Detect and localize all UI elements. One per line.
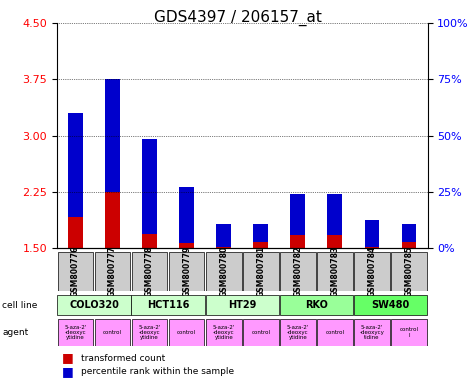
Bar [327,194,342,235]
FancyBboxPatch shape [317,252,352,291]
FancyBboxPatch shape [354,319,390,346]
Text: GSM800779: GSM800779 [182,246,191,297]
FancyBboxPatch shape [169,252,204,291]
FancyBboxPatch shape [132,319,167,346]
Text: control
l: control l [399,327,418,338]
Text: transformed count: transformed count [81,354,165,362]
FancyBboxPatch shape [391,319,427,346]
Text: GSM800782: GSM800782 [294,246,302,297]
FancyBboxPatch shape [280,252,315,291]
Bar [327,235,342,248]
Bar [105,192,120,248]
Text: RKO: RKO [305,300,328,310]
Text: control: control [325,330,344,335]
FancyBboxPatch shape [132,295,205,315]
Text: GSM800777: GSM800777 [108,246,117,297]
Bar [142,139,157,234]
FancyBboxPatch shape [58,252,93,291]
FancyBboxPatch shape [280,295,353,315]
Text: GSM800785: GSM800785 [405,246,413,297]
Text: 5-aza-2'
-deoxyc
ytidine: 5-aza-2' -deoxyc ytidine [64,324,87,341]
Text: HCT116: HCT116 [147,300,190,310]
FancyBboxPatch shape [95,319,130,346]
FancyBboxPatch shape [57,295,131,315]
Text: ■: ■ [62,365,74,378]
Text: control: control [251,330,270,335]
Text: GSM800776: GSM800776 [71,246,80,297]
Text: GSM800783: GSM800783 [331,246,339,297]
FancyBboxPatch shape [243,252,278,291]
FancyBboxPatch shape [354,252,390,291]
Text: 5-aza-2'
-deoxyc
ytidine: 5-aza-2' -deoxyc ytidine [212,324,235,341]
Bar [253,242,268,248]
FancyBboxPatch shape [206,252,241,291]
Text: control: control [103,330,122,335]
Text: 5-aza-2'
-deoxyc
ytidine: 5-aza-2' -deoxyc ytidine [286,324,309,341]
Bar [253,224,268,242]
Text: GSM800784: GSM800784 [368,246,376,297]
Bar [179,243,194,248]
Bar [216,247,231,248]
Bar [401,242,417,248]
Bar [105,79,120,192]
Text: SW480: SW480 [371,300,409,310]
Text: 5-aza-2'
-deoxycy
tidine: 5-aza-2' -deoxycy tidine [360,324,384,341]
Bar [68,217,83,248]
Text: 5-aza-2'
-deoxyc
ytidine: 5-aza-2' -deoxyc ytidine [138,324,161,341]
FancyBboxPatch shape [317,319,352,346]
Bar [142,234,157,248]
FancyBboxPatch shape [206,295,279,315]
Text: GDS4397 / 206157_at: GDS4397 / 206157_at [153,10,322,26]
Text: ■: ■ [62,351,74,364]
FancyBboxPatch shape [206,319,241,346]
Bar [401,224,417,242]
Bar [364,247,380,248]
FancyBboxPatch shape [243,319,278,346]
Text: cell line: cell line [2,301,38,310]
FancyBboxPatch shape [95,252,130,291]
FancyBboxPatch shape [132,252,167,291]
Bar [290,235,305,248]
Text: COLO320: COLO320 [69,300,119,310]
FancyBboxPatch shape [169,319,204,346]
Bar [216,224,231,247]
FancyBboxPatch shape [391,252,427,291]
Text: GSM800780: GSM800780 [219,246,228,297]
FancyBboxPatch shape [58,319,93,346]
Bar [364,220,380,247]
FancyBboxPatch shape [280,319,315,346]
Bar [68,113,83,217]
Text: agent: agent [2,328,28,337]
Bar [179,187,194,243]
Text: GSM800778: GSM800778 [145,246,154,297]
Bar [290,194,305,235]
Text: GSM800781: GSM800781 [256,246,265,297]
FancyBboxPatch shape [354,295,427,315]
Text: HT29: HT29 [228,300,256,310]
Text: control: control [177,330,196,335]
Text: percentile rank within the sample: percentile rank within the sample [81,367,234,376]
